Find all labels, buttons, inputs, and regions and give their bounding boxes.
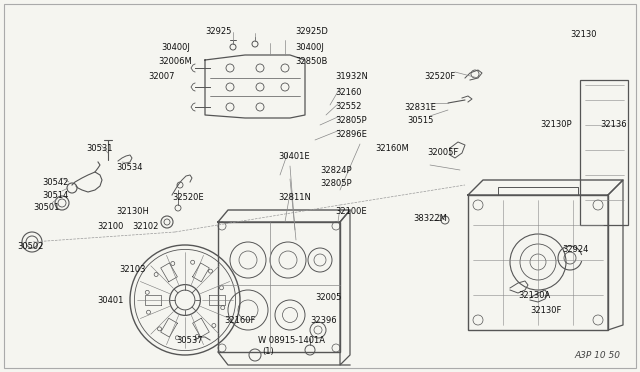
Text: 30534: 30534 bbox=[116, 163, 143, 172]
Text: 32805P: 32805P bbox=[335, 116, 367, 125]
Text: 32520F: 32520F bbox=[424, 72, 456, 81]
Text: 32005F: 32005F bbox=[428, 148, 459, 157]
Text: 32924: 32924 bbox=[562, 245, 588, 254]
Text: 30400J: 30400J bbox=[295, 43, 324, 52]
Text: 32811N: 32811N bbox=[278, 193, 311, 202]
Text: 30501: 30501 bbox=[33, 203, 59, 212]
Text: 32831E: 32831E bbox=[404, 103, 436, 112]
Bar bbox=[468, 195, 608, 330]
Text: 32100E: 32100E bbox=[335, 207, 367, 216]
Text: 32007: 32007 bbox=[148, 72, 175, 81]
Text: 32130F: 32130F bbox=[530, 306, 561, 315]
Text: 32925D: 32925D bbox=[295, 27, 328, 36]
Text: 32925: 32925 bbox=[205, 27, 231, 36]
Text: 32160F: 32160F bbox=[224, 316, 256, 325]
Text: 30537: 30537 bbox=[177, 336, 204, 345]
Text: 32850B: 32850B bbox=[295, 57, 328, 66]
Text: 30401E: 30401E bbox=[278, 152, 310, 161]
Text: 32100: 32100 bbox=[97, 222, 123, 231]
Text: (1): (1) bbox=[262, 347, 274, 356]
Text: 32896E: 32896E bbox=[335, 130, 367, 139]
Text: 31932N: 31932N bbox=[335, 72, 368, 81]
Text: 32396: 32396 bbox=[310, 316, 337, 325]
Text: 32130P: 32130P bbox=[540, 120, 572, 129]
Bar bbox=[580, 80, 628, 225]
Text: 32805P: 32805P bbox=[320, 179, 351, 188]
Text: 30502: 30502 bbox=[17, 242, 43, 251]
Text: 32006M: 32006M bbox=[158, 57, 192, 66]
Text: 32103: 32103 bbox=[120, 265, 147, 274]
Text: 30401: 30401 bbox=[97, 296, 123, 305]
Text: 30514: 30514 bbox=[42, 191, 68, 200]
Text: 32520E: 32520E bbox=[172, 193, 204, 202]
Bar bbox=[218, 222, 340, 352]
Text: 32136: 32136 bbox=[600, 120, 627, 129]
Text: 32130: 32130 bbox=[570, 30, 596, 39]
Text: 30515: 30515 bbox=[407, 116, 433, 125]
Text: 30542: 30542 bbox=[42, 178, 68, 187]
Text: 32552: 32552 bbox=[335, 102, 362, 111]
Text: W 08915-1401A: W 08915-1401A bbox=[258, 336, 325, 345]
Text: 32102: 32102 bbox=[132, 222, 158, 231]
Text: 32160: 32160 bbox=[335, 88, 362, 97]
Text: 32130A: 32130A bbox=[518, 291, 550, 300]
Text: A3P 10 50: A3P 10 50 bbox=[574, 351, 620, 360]
Text: 32824P: 32824P bbox=[320, 166, 351, 175]
Text: 30531: 30531 bbox=[87, 144, 113, 153]
Text: 38322M: 38322M bbox=[413, 214, 447, 223]
Text: 32130H: 32130H bbox=[116, 207, 149, 216]
Text: 30400J: 30400J bbox=[161, 43, 191, 52]
Text: 32005: 32005 bbox=[315, 293, 341, 302]
Text: 32160M: 32160M bbox=[375, 144, 409, 153]
